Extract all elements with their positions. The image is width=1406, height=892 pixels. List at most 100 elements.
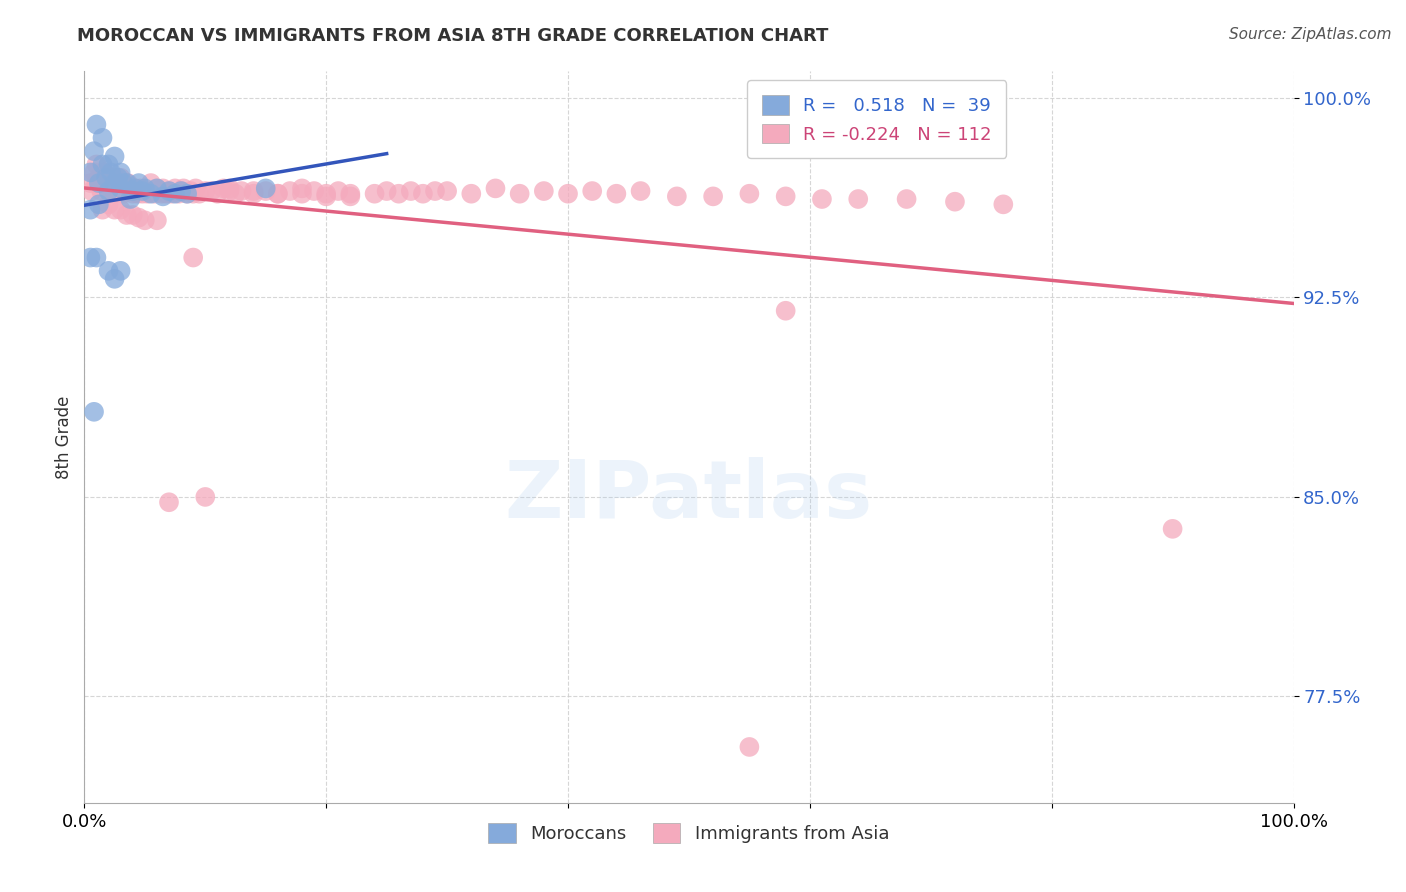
Point [110,181,132,195]
Point [83,165,105,179]
Point [375,184,398,198]
Point [107,170,129,185]
Point [533,184,555,198]
Point [328,184,350,198]
Point [86,176,108,190]
Point [412,186,434,201]
Point [302,184,325,198]
Point [267,186,290,201]
Point [79,176,101,190]
Point [184,181,207,195]
Point [738,186,761,201]
Point [291,181,314,195]
Point [136,186,159,201]
Point [242,186,264,201]
Point [423,184,446,198]
Point [231,184,253,198]
Point [165,181,187,195]
Point [115,184,138,198]
Point [115,208,138,222]
Point [110,264,132,278]
Point [128,176,150,190]
Point [846,192,869,206]
Point [993,197,1015,211]
Point [509,186,531,201]
Point [157,184,180,198]
Point [104,149,127,163]
Point [315,186,337,201]
Legend: R =   0.518   N =  39, R = -0.224   N = 112: R = 0.518 N = 39, R = -0.224 N = 112 [748,80,1007,158]
Point [363,186,385,201]
Point [811,192,834,206]
Point [152,181,174,195]
Point [104,176,127,190]
Point [131,186,153,201]
Point [225,186,247,201]
Point [120,184,142,198]
Point [107,184,129,198]
Point [339,186,361,201]
Point [110,170,132,185]
Point [97,264,120,278]
Point [110,202,132,217]
Point [83,144,105,158]
Point [94,176,117,190]
Point [87,197,110,211]
Point [775,303,797,318]
Point [150,186,173,201]
Point [207,186,229,201]
Point [104,202,127,217]
Point [200,184,222,198]
Point [91,131,114,145]
Point [218,184,240,198]
Point [110,181,132,195]
Point [388,186,411,201]
Point [97,184,120,198]
Point [94,170,117,185]
Point [139,186,162,201]
Point [110,165,132,179]
Point [254,184,277,198]
Point [79,202,101,217]
Point [80,184,103,198]
Point [112,186,135,201]
Point [120,192,142,206]
Point [93,165,115,179]
Point [399,184,422,198]
Text: Source: ZipAtlas.com: Source: ZipAtlas.com [1229,27,1392,42]
Point [218,181,240,195]
Point [176,186,198,201]
Point [460,186,482,201]
Point [160,186,183,201]
Point [167,186,190,201]
Point [180,184,202,198]
Point [100,165,122,179]
Point [104,170,127,185]
Point [121,208,143,222]
Point [87,176,110,190]
Point [114,176,136,190]
Point [121,186,143,201]
Point [170,184,193,198]
Point [87,170,110,185]
Point [896,192,918,206]
Point [139,176,162,190]
Point [79,165,101,179]
Point [112,176,135,190]
Point [146,213,169,227]
Point [129,181,152,195]
Point [738,739,761,754]
Point [131,184,153,198]
Point [86,251,108,265]
Point [104,176,127,190]
Point [127,186,149,201]
Point [181,186,204,201]
Point [90,184,112,198]
Point [134,181,156,195]
Point [212,181,235,195]
Point [124,181,146,195]
Point [146,181,169,195]
Point [134,213,156,227]
Point [146,181,169,195]
Point [124,181,146,195]
